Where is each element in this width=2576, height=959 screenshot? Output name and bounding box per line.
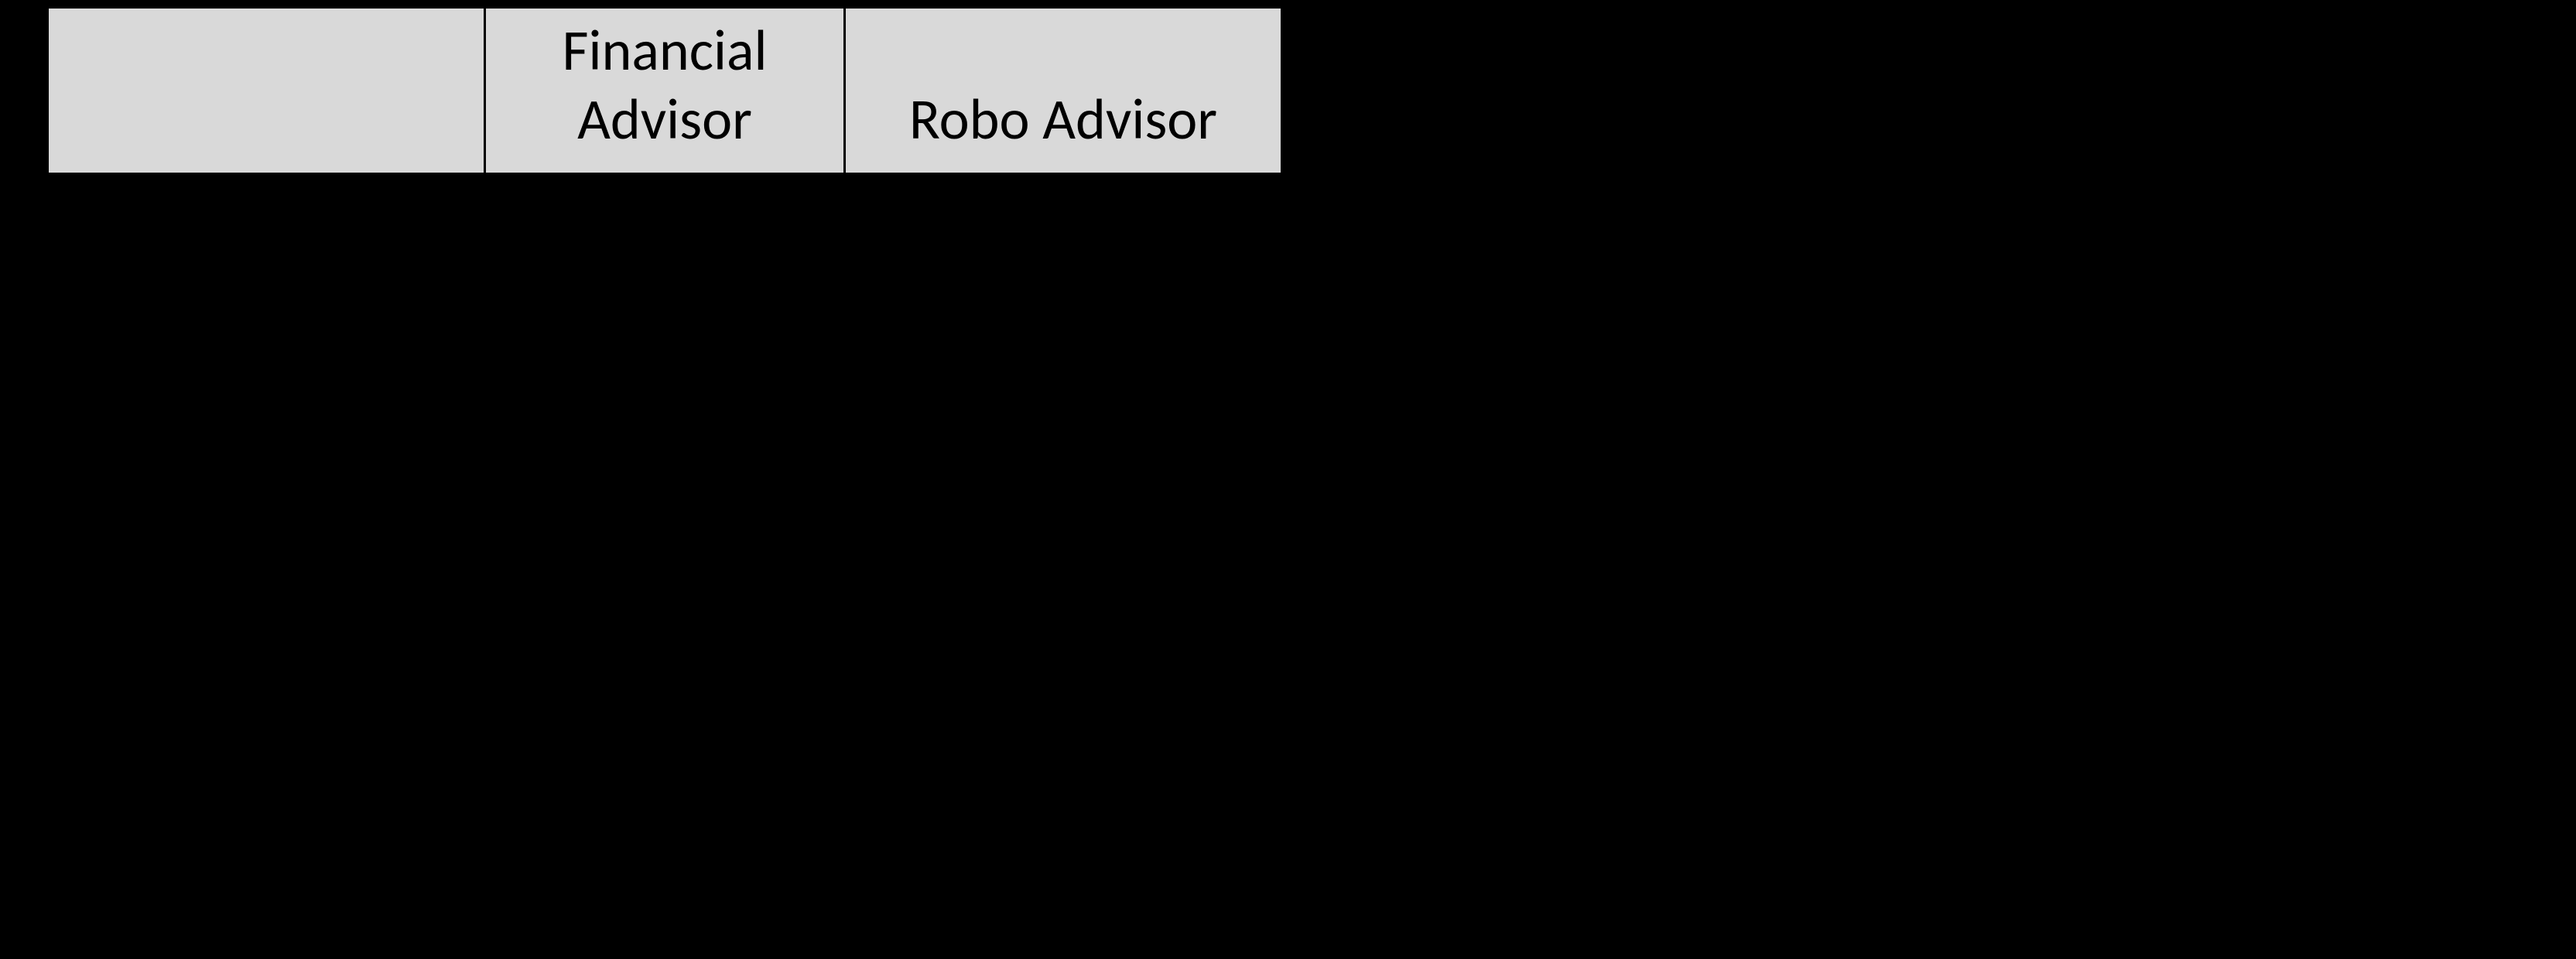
col-header-fa-line1: Financial bbox=[505, 16, 825, 85]
cell-fa: 0.20% bbox=[485, 724, 845, 825]
cell-robo: 0.30% bbox=[845, 587, 1282, 725]
table-row: Budgeting/Debt Management 0.20% N/A bbox=[48, 313, 1282, 450]
table-header-row: Financial Advisor Robo Advisor bbox=[48, 8, 1282, 174]
cell-fa: 1.00% bbox=[485, 825, 845, 926]
table-body: Financial Planning 0.20% N/A Budgeting/D… bbox=[48, 174, 1282, 926]
fee-comparison-table: Financial Advisor Robo Advisor Financial… bbox=[46, 6, 1283, 926]
col-header-fa-line2: Advisor bbox=[505, 85, 825, 154]
fee-comparison-table-container: Financial Advisor Robo Advisor Financial… bbox=[46, 6, 1283, 926]
col-header-service bbox=[48, 8, 485, 174]
cell-service: Financial Planning bbox=[48, 174, 485, 313]
page-canvas: Financial Advisor Robo Advisor Financial… bbox=[0, 0, 2576, 959]
cell-fa: 0.20% bbox=[485, 450, 845, 587]
col-header-financial-advisor: Financial Advisor bbox=[485, 8, 845, 174]
table-row: Total* 1.00% 0.30% bbox=[48, 825, 1282, 926]
cell-fa: 0.20% bbox=[485, 313, 845, 450]
cell-service: Total* bbox=[48, 825, 485, 926]
cell-service: Insurance/Risk Management bbox=[48, 450, 485, 587]
col-header-robo-advisor: Robo Advisor bbox=[845, 8, 1282, 174]
cell-robo: N/A bbox=[845, 724, 1282, 825]
cell-robo: N/A bbox=[845, 450, 1282, 587]
cell-robo: N/A bbox=[845, 313, 1282, 450]
cell-robo: 0.30% bbox=[845, 825, 1282, 926]
cell-service: Budgeting/Debt Management bbox=[48, 313, 485, 450]
table-row: Insurance/Risk Management 0.20% N/A bbox=[48, 450, 1282, 587]
table-row: Financial Planning 0.20% N/A bbox=[48, 174, 1282, 313]
cell-service: Estate Planning bbox=[48, 724, 485, 825]
cell-robo: N/A bbox=[845, 174, 1282, 313]
table-row: Estate Planning 0.20% N/A bbox=[48, 724, 1282, 825]
cell-fa: 0.20% bbox=[485, 587, 845, 725]
cell-service: Investment Management bbox=[48, 587, 485, 725]
cell-fa: 0.20% bbox=[485, 174, 845, 313]
table-row: Investment Management 0.20% 0.30% bbox=[48, 587, 1282, 725]
